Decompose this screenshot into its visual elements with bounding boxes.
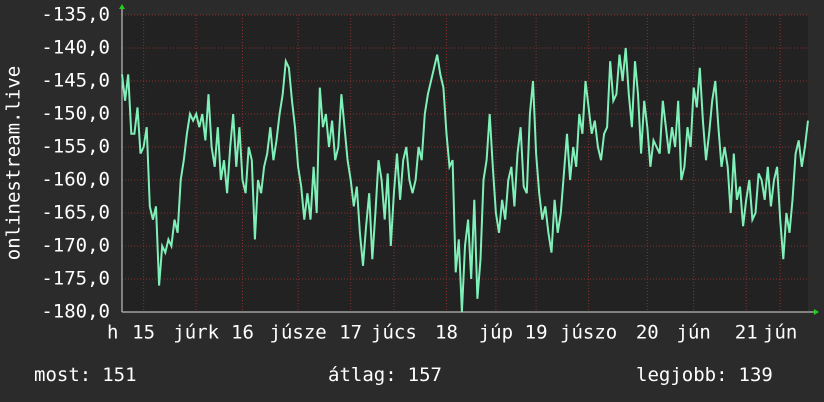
stat-value: 157: [408, 364, 442, 386]
stat-value: 151: [102, 364, 136, 386]
axis-arrow: [814, 309, 819, 315]
stat: most: 151: [34, 364, 137, 386]
x-tick-label: 21: [735, 322, 758, 344]
y-axis-label: onlinestream.live: [3, 66, 25, 260]
stat: legjobb: 139: [636, 364, 773, 386]
y-tick-label: -175,0: [41, 268, 110, 290]
x-tick-label: júszo: [560, 322, 617, 344]
x-tick-label: h: [107, 322, 118, 344]
x-tick-label: 18: [435, 322, 458, 344]
y-tick-label: -180,0: [41, 301, 110, 323]
x-tick-label: júp: [479, 322, 513, 344]
stat-label: most:: [34, 364, 91, 386]
y-tick-label: -145,0: [41, 70, 110, 92]
stat-value: 139: [739, 364, 773, 386]
y-tick-label: -160,0: [41, 169, 110, 191]
y-tick-label: -135,0: [41, 4, 110, 26]
data-line: [121, 47, 809, 313]
x-tick-label: jún: [763, 322, 797, 344]
y-tick-label: -150,0: [41, 103, 110, 125]
y-tick-label: -165,0: [41, 202, 110, 224]
x-tick-label: 19: [525, 322, 548, 344]
stat-label: átlag:: [328, 364, 397, 386]
x-tick-label: júrk: [173, 322, 219, 344]
x-tick-label: jún: [677, 322, 711, 344]
x-tick-label: júcs: [371, 322, 417, 344]
stat: átlag: 157: [328, 364, 442, 386]
axis-arrow: [119, 4, 125, 9]
x-tick-label: 17: [339, 322, 362, 344]
x-tick-label: 16: [231, 322, 254, 344]
x-tick-label: júsze: [270, 322, 327, 344]
x-tick-label: 15: [132, 322, 155, 344]
stat-label: legjobb:: [636, 364, 728, 386]
y-tick-label: -155,0: [41, 136, 110, 158]
y-tick-label: -140,0: [41, 37, 110, 59]
x-tick-label: 20: [636, 322, 659, 344]
y-tick-label: -170,0: [41, 235, 110, 257]
